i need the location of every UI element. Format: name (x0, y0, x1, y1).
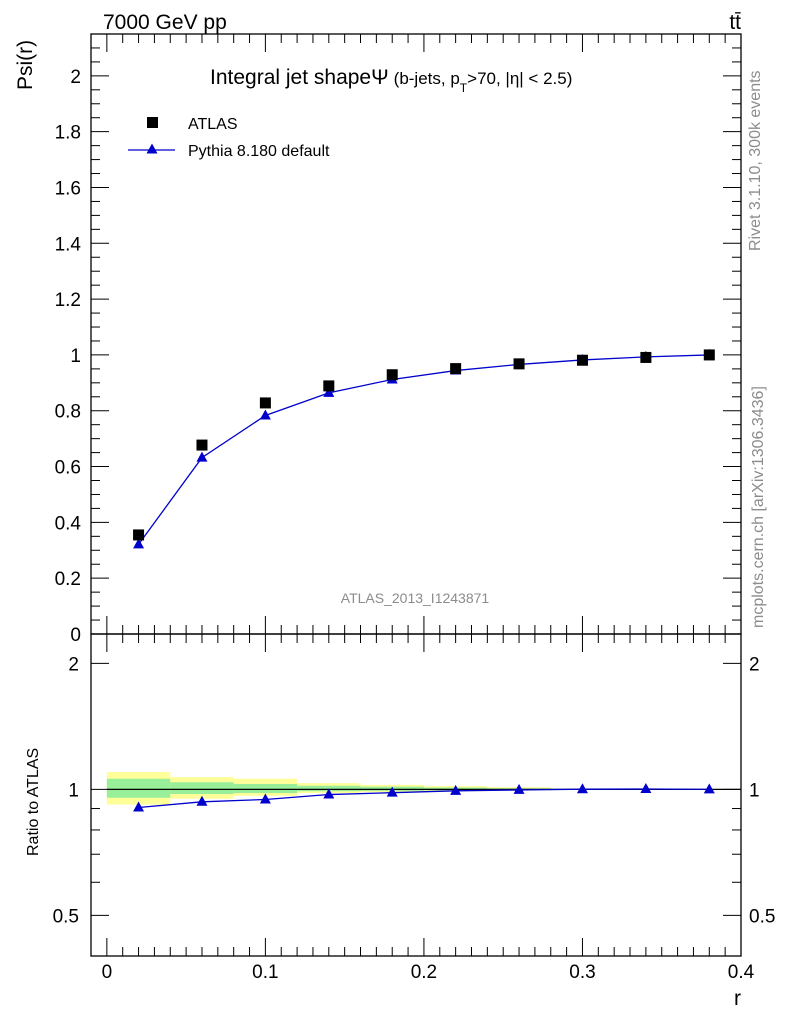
ratio-y-tick-label-right: 0.5 (749, 906, 775, 927)
x-tick-label: 0.1 (252, 962, 278, 983)
ratio-frame (90, 633, 742, 957)
legend-marker-pythia (146, 143, 158, 154)
ratio-point-pythia (640, 783, 652, 794)
ratio-point-pythia (133, 801, 145, 812)
mcplots-label: mcplots.cern.ch [arXiv:1306.3436] (750, 386, 767, 628)
y-tick-label: 2 (70, 67, 81, 88)
x-tick-label: 0.3 (569, 962, 595, 983)
y-axis-label: Psi(r) (14, 40, 37, 90)
data-point-atlas (259, 397, 271, 409)
main-panel: 0 0.2 0.4 0.6 0.8 1 1.2 1.4 1.6 1.8 2 (55, 33, 742, 646)
energy-label: 7000 GeV pp (103, 11, 227, 34)
data-point-atlas (386, 369, 398, 381)
rivet-label: Rivet 3.1.10, 300k events (747, 70, 764, 251)
y-tick-label: 1.8 (55, 123, 81, 144)
chart-title-sub-rest: >70, |η| < 2.5) (467, 69, 572, 88)
data-point-atlas (323, 380, 335, 392)
y-tick-label: 0.8 (55, 402, 81, 423)
y-tick-label: 0 (70, 625, 81, 646)
process-label: tt̄ (729, 11, 741, 34)
ratio-y-axis-label: Ratio to ATLAS (25, 748, 42, 856)
y-tick-label: 0.2 (55, 569, 81, 590)
uncertainty-band (233, 783, 298, 794)
ratio-point-pythia (386, 786, 398, 797)
series-line-pythia (138, 354, 710, 545)
ratio-point-pythia (513, 783, 525, 794)
data-point-atlas (196, 439, 208, 451)
chart-title-main: Integral jet shapeΨ (210, 66, 389, 89)
data-point-atlas (513, 358, 525, 370)
ratio-point-pythia (323, 788, 335, 799)
chart-title-subscript: T (460, 81, 468, 95)
ratio-point-pythia (450, 784, 462, 795)
uncertainty-band (297, 785, 361, 792)
y-tick-label: 0.4 (55, 513, 82, 534)
data-point-pythia (196, 451, 208, 462)
data-point-atlas (450, 363, 462, 375)
x-tick-label: 0.4 (728, 962, 755, 983)
legend-label-atlas: ATLAS (188, 116, 238, 133)
y-tick-label: 0.6 (55, 458, 81, 479)
chart-title: Integral jet shapeΨ (b-jets, pT>70, |η| <… (210, 66, 572, 95)
analysis-label: ATLAS_2013_I1243871 (341, 590, 490, 606)
ratio-panel: 0.5 0.5 1 1 2 2 0 0.1 0.2 0.3 0.4 (53, 633, 775, 983)
data-point-atlas (576, 354, 588, 366)
x-tick-label: 0.2 (411, 962, 437, 983)
data-point-pythia (133, 538, 145, 549)
ratio-point-pythia (196, 795, 208, 806)
legend-label-pythia: Pythia 8.180 default (188, 143, 330, 160)
data-point-pythia (323, 386, 335, 397)
ratio-y-tick-label-right: 2 (749, 654, 760, 675)
uncertainty-band (106, 778, 171, 798)
data-point-pythia (259, 409, 271, 420)
data-point-atlas (703, 349, 715, 361)
y-tick-label: 1.2 (55, 290, 81, 311)
ratio-point-pythia (576, 783, 588, 794)
y-tick-label: 1.6 (55, 178, 81, 199)
data-point-atlas (133, 529, 145, 541)
uncertainty-band (170, 782, 234, 794)
ratio-y-tick-label-right: 1 (749, 780, 760, 801)
ratio-point-pythia (703, 783, 715, 794)
ratio-point-pythia (259, 793, 271, 804)
y-tick-label: 1 (70, 346, 81, 367)
legend: ATLAS Pythia 8.180 default (128, 116, 330, 160)
data-point-atlas (640, 351, 652, 363)
x-axis-label: r (734, 987, 741, 1010)
ratio-y-tick-label: 2 (68, 654, 79, 675)
x-tick-label: 0 (102, 962, 113, 983)
y-tick-label: 1.4 (55, 234, 82, 255)
ratio-y-tick-label: 1 (68, 780, 79, 801)
legend-marker-atlas (147, 117, 158, 128)
ratio-line-pythia (138, 788, 710, 809)
chart-title-sub: (b-jets, p (394, 69, 460, 88)
ratio-y-tick-label: 0.5 (53, 906, 79, 927)
